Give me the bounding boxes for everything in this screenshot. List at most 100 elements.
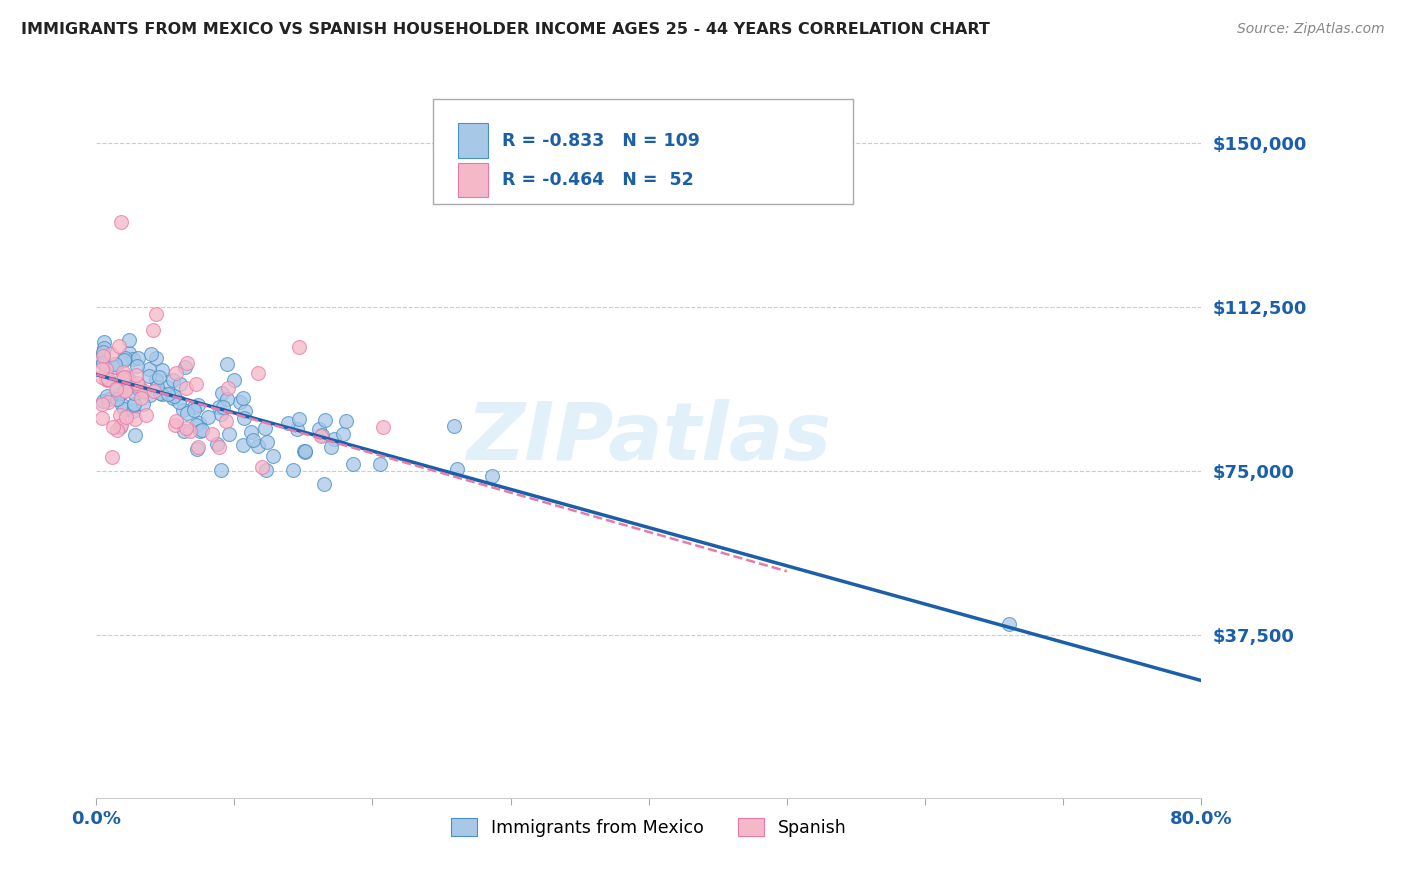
Point [104,382,127,396]
Point [312,477,335,491]
Point [211,401,233,415]
Text: R = -0.833   N = 109: R = -0.833 N = 109 [502,131,700,150]
Point [277,417,299,431]
Point [162,391,184,405]
Point [110,214,132,228]
Point [319,440,342,454]
Point [187,441,209,455]
Point [308,422,330,436]
Point [117,372,139,386]
Point [114,384,136,399]
Point [173,425,195,439]
Point [122,385,145,400]
Point [125,376,148,390]
Point [138,369,160,384]
Point [239,425,262,439]
Point [232,391,254,405]
Point [100,346,122,360]
Point [142,323,165,337]
Point [90,411,112,425]
Point [208,440,231,454]
Point [91,345,114,359]
Point [215,414,238,428]
Point [97,392,120,407]
Point [124,428,146,442]
Point [209,407,232,421]
Point [132,396,155,410]
Point [197,409,219,424]
Point [124,368,146,383]
Point [246,439,269,453]
Point [446,462,468,476]
Point [112,370,135,384]
Point [253,421,276,435]
Point [217,381,239,395]
Point [209,463,232,477]
Point [217,392,239,406]
Point [101,450,124,464]
Point [148,369,170,384]
Point [114,402,136,417]
Point [101,420,124,434]
Legend: Immigrants from Mexico, Spanish: Immigrants from Mexico, Spanish [444,811,853,844]
Point [176,421,198,435]
Point [150,386,173,401]
Point [211,386,233,401]
Point [294,443,316,458]
Point [217,357,239,371]
Point [311,428,333,442]
FancyBboxPatch shape [457,163,488,197]
Point [138,362,160,376]
Point [105,392,128,406]
Point [150,363,173,377]
Point [115,410,138,425]
Point [122,404,145,418]
Point [104,357,127,371]
Point [127,351,149,365]
Point [128,382,150,396]
Point [242,434,264,448]
FancyBboxPatch shape [433,99,853,203]
Point [127,359,149,373]
Point [998,617,1021,632]
Point [122,398,145,412]
Point [285,422,308,436]
Point [208,400,231,414]
Point [188,417,211,431]
Point [256,435,278,450]
Point [149,386,172,401]
Point [322,432,344,446]
Point [145,351,167,365]
Point [132,384,155,398]
Point [371,420,394,434]
Point [94,371,117,385]
Point [91,349,114,363]
Point [114,351,136,365]
Text: R = -0.464   N =  52: R = -0.464 N = 52 [502,171,693,189]
Point [201,426,224,441]
Point [91,362,114,376]
Point [163,388,186,402]
Point [165,415,187,429]
Point [90,370,112,384]
Point [184,376,207,391]
Point [187,398,209,412]
Point [108,408,131,422]
Point [111,371,134,385]
Point [176,356,198,370]
Point [93,341,115,355]
Point [232,411,254,425]
Point [335,414,357,428]
Point [191,423,214,437]
Point [91,394,114,409]
Point [118,374,141,388]
Point [112,365,135,379]
Point [115,376,138,391]
Point [128,379,150,393]
Point [443,419,465,434]
Point [156,380,179,394]
Text: ZIPatlas: ZIPatlas [467,399,831,477]
Point [96,373,118,387]
Point [174,381,197,395]
Point [114,384,136,398]
